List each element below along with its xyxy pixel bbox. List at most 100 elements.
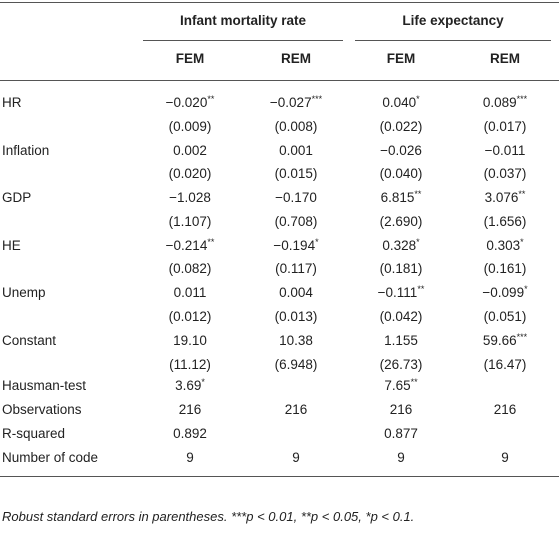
cell: −0.099* (482, 285, 527, 301)
significance-stars: * (416, 236, 420, 247)
cell-value: 0.011 (173, 285, 207, 301)
cell: 9 (397, 450, 405, 466)
cell-value: −0.111 (377, 285, 418, 301)
cell: 3.69* (175, 378, 205, 394)
cell-value: −0.011 (484, 142, 526, 158)
significance-stars: * (520, 236, 524, 247)
cell: −0.027*** (270, 95, 322, 111)
row-label: HE (2, 237, 21, 253)
row-label: R-squared (2, 426, 66, 441)
cell: 0.004 (279, 285, 313, 301)
column-header: FEM (386, 51, 416, 66)
cell: 1.155 (384, 333, 418, 349)
cell: 9 (292, 450, 300, 466)
standard-error: (0.022) (379, 118, 423, 134)
header-rule (0, 80, 559, 81)
row-label: Observations (2, 402, 82, 417)
standard-error: (1.656) (483, 213, 527, 229)
cell-value: 216 (493, 402, 517, 417)
cell: −0.214** (165, 236, 215, 254)
cell-value: 0.040 (382, 95, 417, 110)
group-rule (355, 40, 551, 41)
cell-value: −0.214 (165, 237, 208, 253)
cell: −0.011 (485, 143, 526, 159)
significance-stars: ** (207, 94, 215, 104)
cell-value: 216 (389, 402, 413, 417)
standard-error: (0.013) (274, 308, 318, 324)
standard-error: (0.017) (483, 118, 527, 134)
cell: 216 (179, 402, 202, 418)
standard-error: (26.73) (379, 356, 423, 372)
cell: 0.089*** (483, 95, 527, 111)
cell-value: 3.69 (175, 378, 202, 393)
cell: 0.877 (384, 426, 418, 442)
cell-value: 10.38 (279, 333, 313, 348)
cell-value: −0.027 (269, 95, 312, 110)
cell-value: 0.303 (486, 237, 521, 253)
significance-stars: *** (311, 94, 323, 104)
standard-error: (0.009) (168, 118, 212, 134)
cell: −0.026 (380, 143, 422, 159)
cell-value: 216 (178, 402, 202, 417)
row-label: Unemp (2, 285, 46, 301)
top-rule (0, 2, 559, 3)
standard-error: (0.008) (274, 118, 318, 134)
row-label: Inflation (2, 142, 50, 158)
cell-value: 0.328 (382, 237, 417, 253)
cell: −0.111** (378, 285, 425, 301)
cell: 19.10 (173, 333, 207, 349)
cell-value: 0.089 (482, 95, 517, 110)
cell: 216 (285, 402, 308, 418)
cell-value: 6.815 (380, 190, 415, 206)
row-label: GDP (2, 190, 32, 206)
standard-error: (0.015) (274, 166, 318, 182)
cell-value: −0.194 (273, 237, 316, 253)
table-note: Robust standard errors in parentheses. *… (2, 509, 415, 524)
cell: 0.892 (173, 426, 207, 442)
standard-error: (0.042) (379, 308, 423, 324)
standard-error: (0.161) (483, 261, 527, 277)
row-label: Constant (2, 333, 57, 348)
standard-error: (0.082) (168, 261, 212, 277)
cell: 0.002 (173, 143, 207, 159)
standard-error: (0.040) (379, 166, 423, 182)
cell: −0.020** (166, 95, 215, 111)
cell-value: 9 (397, 450, 405, 465)
cell-value: 9 (501, 450, 509, 465)
cell: 216 (494, 402, 517, 418)
row-label: Number of code (2, 450, 99, 465)
cell-value: 59.66 (482, 333, 517, 348)
cell-value: 0.892 (173, 426, 207, 441)
cell: 9 (501, 450, 509, 466)
significance-stars: * (315, 236, 319, 247)
cell: −0.194* (273, 236, 319, 254)
significance-stars: *** (516, 94, 528, 104)
cell: 0.001 (279, 143, 313, 159)
cell-value: 0.877 (384, 426, 418, 441)
cell: −0.170 (275, 190, 317, 206)
significance-stars: * (524, 284, 528, 295)
standard-error: (11.12) (169, 356, 211, 372)
cell-value: −0.099 (482, 285, 525, 301)
significance-stars: ** (207, 236, 215, 247)
cell: −1.028 (169, 190, 211, 206)
group-header: Infant mortality rate (179, 13, 307, 28)
cell: 3.076** (485, 190, 526, 206)
cell-value: 0.001 (279, 142, 313, 158)
cell-value: −1.028 (169, 190, 211, 206)
standard-error: (16.47) (483, 356, 527, 372)
cell: 9 (186, 450, 194, 466)
group-header: Life expectancy (402, 13, 504, 28)
group-rule (143, 40, 343, 41)
row-label: HR (2, 95, 22, 110)
standard-error: (0.117) (275, 261, 317, 277)
cell: 0.040* (382, 95, 419, 111)
standard-error: (1.107) (168, 213, 212, 229)
cell-value: 3.076 (484, 190, 519, 206)
significance-stars: ** (414, 189, 422, 200)
standard-error: (0.037) (483, 166, 527, 182)
cell-value: 19.10 (173, 333, 207, 348)
cell: 216 (390, 402, 413, 418)
standard-error: (2.690) (379, 213, 423, 229)
